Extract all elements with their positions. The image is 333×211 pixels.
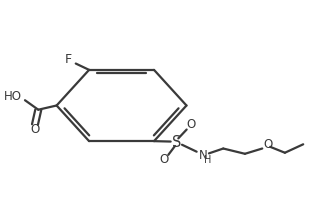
Text: N: N xyxy=(199,149,208,162)
Text: O: O xyxy=(160,153,169,166)
Text: HO: HO xyxy=(4,90,22,103)
Text: O: O xyxy=(186,118,195,131)
Text: F: F xyxy=(65,53,72,66)
Text: S: S xyxy=(172,135,181,150)
Text: H: H xyxy=(204,155,211,165)
Text: O: O xyxy=(264,138,273,151)
Text: O: O xyxy=(30,123,40,136)
